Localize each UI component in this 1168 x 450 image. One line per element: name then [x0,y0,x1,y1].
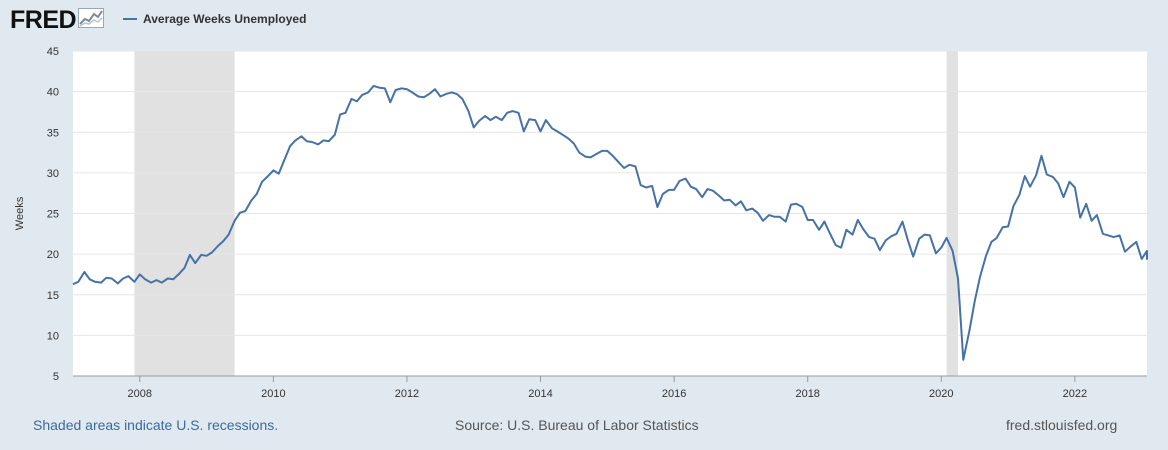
source-note: Source: U.S. Bureau of Labor Statistics [455,417,699,433]
x-tick-label: 2008 [128,388,152,400]
fred-logo[interactable]: FRED [10,5,105,34]
legend-swatch [123,18,137,20]
chart-area: 5 10 15 20 25 30 35 40 45 2008 2010 2012 2014 2016 201… [0,40,1168,410]
y-tick-label: 45 [47,46,59,58]
y-tick-label: 20 [47,249,59,261]
chart-legend: Average Weeks Unemployed [123,12,306,26]
fred-chart-logo-icon [78,7,105,33]
line-chart: 5 10 15 20 25 30 35 40 45 2008 2010 2012 2014 2016 201… [14,46,1148,400]
y-tick-label: 35 [47,127,59,139]
y-tick-label: 40 [47,87,59,99]
header: FRED Average Weeks Unemployed [0,0,1168,40]
x-tick-label: 2014 [528,388,552,400]
series-line [72,84,1148,361]
x-tick-label: 2010 [261,388,285,400]
site-link[interactable]: fred.stlouisfed.org [1006,417,1118,433]
x-tick-label: 2022 [1063,388,1087,400]
y-tick-label: 10 [47,330,59,342]
x-tick-label: 2012 [395,388,419,400]
y-tick-label: 25 [47,209,59,221]
recession-note[interactable]: Shaded areas indicate U.S. recessions. [33,417,279,433]
y-tick-label: 15 [47,290,59,302]
x-tick-label: 2020 [929,388,953,400]
y-axis-label: Weeks [14,196,26,230]
fred-logo-text: FRED [10,5,77,34]
x-tick-label: 2018 [795,388,819,400]
y-tick-label: 30 [47,168,59,180]
x-tick-label: 2016 [662,388,686,400]
y-tick-label: 5 [53,371,59,383]
legend-label: Average Weeks Unemployed [143,12,307,26]
